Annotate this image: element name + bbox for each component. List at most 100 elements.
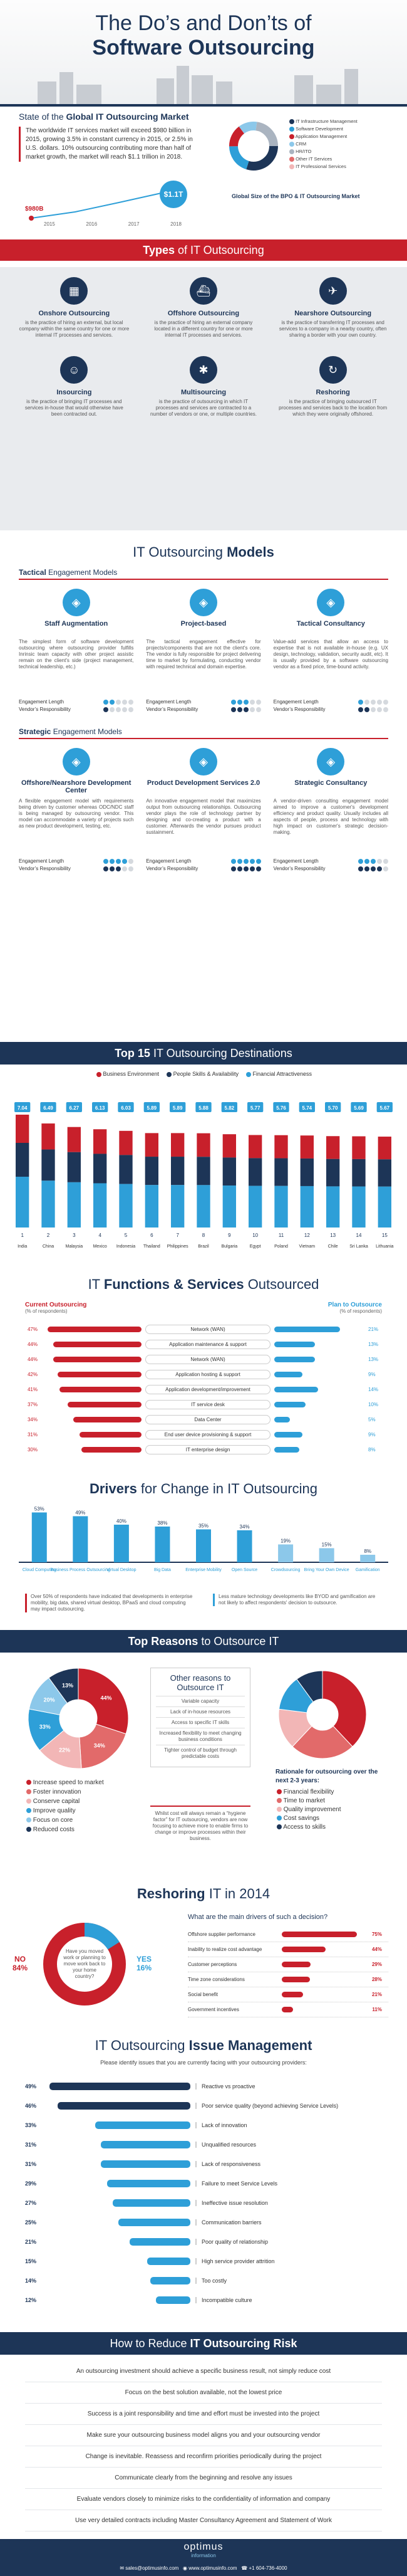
footer-site[interactable]: www.optimusinfo.com: [188, 2565, 237, 2571]
destination-total: 5.88: [198, 1105, 209, 1111]
plan-pct: 21%: [368, 1326, 379, 1332]
issue-row: 49% Reactive vs proactive: [25, 2076, 382, 2096]
function-name: Application hosting & support: [145, 1369, 270, 1379]
issue-bar: [101, 2160, 190, 2168]
issue-pct: 31%: [25, 2141, 37, 2148]
ship-icon: ⛴: [189, 277, 217, 305]
model-text: A flexible engagement model with require…: [19, 798, 134, 829]
plan-pct: 10%: [368, 1401, 379, 1407]
legend-item: Time to market: [276, 1797, 388, 1806]
legend-item: CRM: [288, 140, 358, 148]
risk-item: Focus on the best solution available, no…: [25, 2382, 382, 2404]
rating-dot: [358, 707, 363, 712]
driver-name: Government incentives: [188, 2007, 239, 2012]
issue-row: 33% Lack of innovation: [25, 2115, 382, 2135]
rating-dot: [376, 858, 382, 864]
model-icon: ◈: [189, 589, 217, 616]
legend-item: Quality improvement: [276, 1806, 388, 1814]
destination-rank: 7: [176, 1233, 179, 1238]
market-donut-chart: [229, 122, 278, 171]
destinations-legend: Business Environment People Skills & Ava…: [0, 1071, 407, 1077]
rating-dot: [376, 866, 382, 871]
city-skyline-illustration: [0, 66, 407, 107]
destination-bar: 5.82 9 Bulgaria: [221, 1102, 237, 1249]
rating-dot: [237, 858, 242, 864]
risk-item: Success is a joint responsibility and ti…: [25, 2404, 382, 2425]
driver-bar: 53% Cloud Computing: [23, 1506, 56, 1573]
current-pct: 47%: [27, 1326, 38, 1332]
driver-name: Social benefit: [188, 1992, 219, 1997]
vendor-resp-row: Vendor’s Responsibility: [19, 707, 134, 712]
issue-row: 31% Unqualified resources: [25, 2135, 382, 2154]
footer-email[interactable]: sales@optimusinfo.com: [125, 2565, 179, 2571]
rating-dot: [370, 858, 376, 864]
destination-rank: 5: [125, 1233, 128, 1238]
destination-rank: 15: [382, 1233, 388, 1238]
issue-name: Reactive vs proactive: [195, 2083, 382, 2090]
year-label: 2015: [44, 221, 55, 227]
legend-item: Financial flexibility: [276, 1788, 388, 1797]
issue-row: 29% Failure to meet Service Levels: [25, 2174, 382, 2193]
plan-bar: [274, 1401, 306, 1407]
pie-slice: [48, 1668, 79, 1704]
reasons-pie-left: 44% 34% 22% 33% 20% 13%: [28, 1668, 129, 1769]
legend-item: Cost savings: [276, 1814, 388, 1823]
rating-dot: [110, 699, 115, 705]
issue-row: 25% Communication barriers: [25, 2212, 382, 2232]
risk-item: Make sure your outsourcing business mode…: [25, 2425, 382, 2446]
current-pct: 44%: [27, 1341, 38, 1347]
driver-pct: 29%: [371, 1962, 382, 1967]
reshoring-driver-row: Customer perceptions 29%: [188, 1957, 388, 1972]
issue-pct: 12%: [25, 2296, 37, 2303]
issue-bar: [101, 2140, 190, 2148]
risk-title: How to Reduce IT Outsourcing Risk: [0, 2332, 407, 2355]
issue-bar: [106, 2179, 190, 2187]
plan-bar: [274, 1341, 315, 1347]
destination-bar: 5.76 11 Poland: [273, 1102, 289, 1249]
plan-pct: 13%: [368, 1356, 379, 1362]
title-line-2: Software Outsourcing: [92, 36, 315, 60]
reasons-pie-right: [278, 1670, 367, 1759]
destination-rank: 13: [330, 1233, 336, 1238]
logo-subtitle: information: [191, 2553, 216, 2558]
driver-value: 40%: [116, 1518, 126, 1524]
function-name: Network (WAN): [145, 1324, 270, 1334]
plan-pct: 8%: [368, 1446, 376, 1453]
destination-bar: 5.74 12 Vietnam: [299, 1102, 315, 1249]
issue-bar: [130, 2237, 190, 2246]
current-bar: [81, 1446, 142, 1453]
rating-dot: [383, 858, 388, 864]
function-row: 41% Application development/improvement …: [19, 1382, 388, 1397]
reshoring-donut: [43, 1923, 126, 2006]
issue-name: Communication barriers: [195, 2219, 382, 2226]
legend-item: Access to skills: [276, 1823, 388, 1832]
destination-rank: 14: [356, 1233, 362, 1238]
reshoring-question: Have you moved work or planning to move …: [63, 1948, 106, 1979]
rating-dot: [370, 866, 376, 871]
market-section: State of the Global IT Outsourcing Marke…: [0, 112, 407, 231]
models-section: IT Outsourcing Models Tactical Engagemen…: [0, 544, 407, 1033]
destination-total: 5.82: [225, 1105, 235, 1111]
destination-bar: 5.67 15 Lithuania: [376, 1102, 394, 1249]
destination-country: Thailand: [143, 1244, 160, 1249]
destination-country: Poland: [274, 1244, 288, 1249]
plan-bar: [274, 1371, 302, 1377]
driver-pct: 28%: [371, 1977, 382, 1982]
type-name: Reshoring: [316, 389, 350, 396]
rating-dot: [230, 699, 236, 705]
risk-item: An outsourcing investment should achieve…: [25, 2361, 382, 2382]
engagement-length-row: Engagement Length: [19, 699, 134, 705]
reshoring-bar: [282, 1932, 357, 1937]
current-bar: [53, 1341, 142, 1347]
issue-name: Too costly: [195, 2277, 382, 2284]
type-card: ▦ Onshore Outsourcing is the practice of…: [19, 277, 130, 339]
market-text: The worldwide IT services market will ex…: [19, 127, 207, 162]
plan-bar: [274, 1356, 315, 1362]
risk-item: Change is inevitable. Reassess and recon…: [25, 2446, 382, 2468]
risk-list: An outsourcing investment should achieve…: [25, 2361, 382, 2531]
issue-name: Poor service quality (beyond achieving S…: [195, 2102, 382, 2109]
destination-country: Mexico: [93, 1244, 107, 1249]
plan-bar: [274, 1431, 302, 1438]
plan-pct: 14%: [368, 1386, 379, 1392]
issue-row: 14% Too costly: [25, 2271, 382, 2290]
